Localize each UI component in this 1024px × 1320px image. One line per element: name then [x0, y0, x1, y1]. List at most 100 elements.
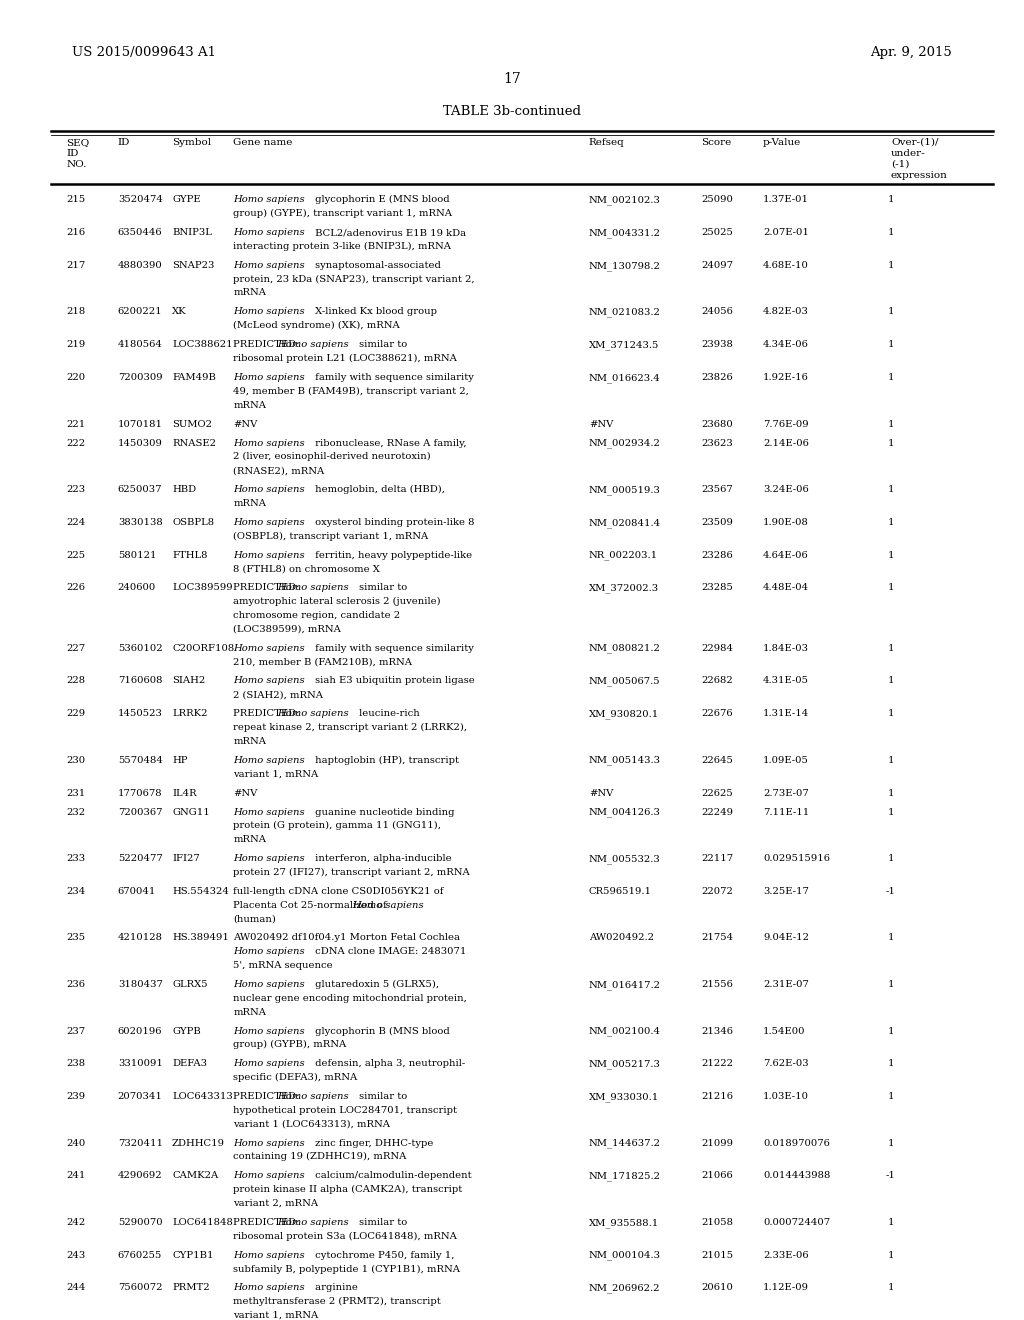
- Text: similar to: similar to: [355, 1092, 407, 1101]
- Text: 21066: 21066: [701, 1171, 733, 1180]
- Text: CYP1B1: CYP1B1: [172, 1250, 214, 1259]
- Text: 4880390: 4880390: [118, 261, 163, 269]
- Text: NM_005067.5: NM_005067.5: [589, 676, 660, 686]
- Text: 2.73E-07: 2.73E-07: [763, 788, 809, 797]
- Text: repeat kinase 2, transcript variant 2 (LRRK2),: repeat kinase 2, transcript variant 2 (L…: [233, 723, 468, 733]
- Text: NM_130798.2: NM_130798.2: [589, 261, 660, 271]
- Text: 0.014443988: 0.014443988: [763, 1171, 830, 1180]
- Text: Homo sapiens: Homo sapiens: [233, 979, 305, 989]
- Text: SEQ
ID
NO.: SEQ ID NO.: [67, 137, 90, 169]
- Text: guanine nucleotide binding: guanine nucleotide binding: [312, 808, 455, 817]
- Text: NM_020841.4: NM_020841.4: [589, 517, 660, 528]
- Text: 7560072: 7560072: [118, 1283, 162, 1292]
- Text: 23286: 23286: [701, 550, 733, 560]
- Text: 1: 1: [888, 261, 894, 269]
- Text: 4290692: 4290692: [118, 1171, 163, 1180]
- Text: Homo sapiens: Homo sapiens: [233, 308, 305, 317]
- Text: variant 1, mRNA: variant 1, mRNA: [233, 1311, 318, 1320]
- Text: NM_005143.3: NM_005143.3: [589, 756, 660, 766]
- Text: 1.37E-01: 1.37E-01: [763, 195, 809, 205]
- Text: 1: 1: [888, 1092, 894, 1101]
- Text: 1.90E-08: 1.90E-08: [763, 517, 809, 527]
- Text: 1: 1: [888, 979, 894, 989]
- Text: Homo sapiens: Homo sapiens: [233, 550, 305, 560]
- Text: 25025: 25025: [701, 228, 733, 238]
- Text: 21346: 21346: [701, 1027, 733, 1035]
- Text: NM_144637.2: NM_144637.2: [589, 1139, 660, 1148]
- Text: 3.24E-06: 3.24E-06: [763, 484, 809, 494]
- Text: 235: 235: [67, 933, 86, 942]
- Text: 1450309: 1450309: [118, 438, 163, 447]
- Text: 22117: 22117: [701, 854, 733, 863]
- Text: 215: 215: [67, 195, 86, 205]
- Text: GYPB: GYPB: [172, 1027, 201, 1035]
- Text: 228: 228: [67, 676, 86, 685]
- Text: 6250037: 6250037: [118, 484, 162, 494]
- Text: 1770678: 1770678: [118, 788, 163, 797]
- Text: NM_016417.2: NM_016417.2: [589, 979, 660, 990]
- Text: group) (GYPB), mRNA: group) (GYPB), mRNA: [233, 1040, 347, 1049]
- Text: calcium/calmodulin-dependent: calcium/calmodulin-dependent: [312, 1171, 472, 1180]
- Text: 4.64E-06: 4.64E-06: [763, 550, 809, 560]
- Text: PREDICTED:: PREDICTED:: [233, 583, 303, 593]
- Text: 237: 237: [67, 1027, 86, 1035]
- Text: 5570484: 5570484: [118, 756, 163, 764]
- Text: #NV: #NV: [589, 788, 613, 797]
- Text: 1.54E00: 1.54E00: [763, 1027, 806, 1035]
- Text: 24097: 24097: [701, 261, 733, 269]
- Text: 1: 1: [888, 1059, 894, 1068]
- Text: 1: 1: [888, 228, 894, 238]
- Text: HBD: HBD: [172, 484, 197, 494]
- Text: 1: 1: [888, 550, 894, 560]
- Text: variant 2, mRNA: variant 2, mRNA: [233, 1199, 318, 1208]
- Text: 240600: 240600: [118, 583, 156, 593]
- Text: variant 1 (LOC643313), mRNA: variant 1 (LOC643313), mRNA: [233, 1119, 390, 1129]
- Text: 7160608: 7160608: [118, 676, 162, 685]
- Text: amyotrophic lateral sclerosis 2 (juvenile): amyotrophic lateral sclerosis 2 (juvenil…: [233, 597, 441, 606]
- Text: NM_021083.2: NM_021083.2: [589, 308, 660, 317]
- Text: defensin, alpha 3, neutrophil-: defensin, alpha 3, neutrophil-: [312, 1059, 466, 1068]
- Text: HS.554324: HS.554324: [172, 887, 229, 896]
- Text: 1: 1: [888, 583, 894, 593]
- Text: 233: 233: [67, 854, 86, 863]
- Text: 240: 240: [67, 1139, 86, 1147]
- Text: Homo sapiens: Homo sapiens: [233, 1283, 305, 1292]
- Text: #NV: #NV: [233, 420, 258, 429]
- Text: 49, member B (FAM49B), transcript variant 2,: 49, member B (FAM49B), transcript varian…: [233, 387, 469, 396]
- Text: NM_080821.2: NM_080821.2: [589, 644, 660, 653]
- Text: 22682: 22682: [701, 676, 733, 685]
- Text: X-linked Kx blood group: X-linked Kx blood group: [312, 308, 437, 317]
- Text: mRNA: mRNA: [233, 836, 266, 843]
- Text: mRNA: mRNA: [233, 400, 266, 409]
- Text: 1.31E-14: 1.31E-14: [763, 709, 809, 718]
- Text: 232: 232: [67, 808, 86, 817]
- Text: Homo sapiens: Homo sapiens: [233, 808, 305, 817]
- Text: 1.03E-10: 1.03E-10: [763, 1092, 809, 1101]
- Text: mRNA: mRNA: [233, 289, 266, 297]
- Text: 217: 217: [67, 261, 86, 269]
- Text: 21058: 21058: [701, 1218, 733, 1226]
- Text: interferon, alpha-inducible: interferon, alpha-inducible: [312, 854, 452, 863]
- Text: 2070341: 2070341: [118, 1092, 163, 1101]
- Text: 22625: 22625: [701, 788, 733, 797]
- Text: HS.389491: HS.389491: [172, 933, 229, 942]
- Text: 1: 1: [888, 438, 894, 447]
- Text: 22249: 22249: [701, 808, 733, 817]
- Text: GNG11: GNG11: [172, 808, 210, 817]
- Text: 241: 241: [67, 1171, 86, 1180]
- Text: 1: 1: [888, 644, 894, 652]
- Text: 2.33E-06: 2.33E-06: [763, 1250, 809, 1259]
- Text: FTHL8: FTHL8: [172, 550, 208, 560]
- Text: NM_005532.3: NM_005532.3: [589, 854, 660, 863]
- Text: 1450523: 1450523: [118, 709, 163, 718]
- Text: glycophorin E (MNS blood: glycophorin E (MNS blood: [312, 195, 450, 205]
- Text: glutaredoxin 5 (GLRX5),: glutaredoxin 5 (GLRX5),: [312, 979, 439, 989]
- Text: LOC389599: LOC389599: [172, 583, 232, 593]
- Text: 227: 227: [67, 644, 86, 652]
- Text: (RNASE2), mRNA: (RNASE2), mRNA: [233, 466, 325, 475]
- Text: NM_171825.2: NM_171825.2: [589, 1171, 660, 1181]
- Text: synaptosomal-associated: synaptosomal-associated: [312, 261, 441, 269]
- Text: C20ORF108: C20ORF108: [172, 644, 234, 652]
- Text: FAM49B: FAM49B: [172, 374, 216, 381]
- Text: Homo sapiens: Homo sapiens: [233, 374, 305, 381]
